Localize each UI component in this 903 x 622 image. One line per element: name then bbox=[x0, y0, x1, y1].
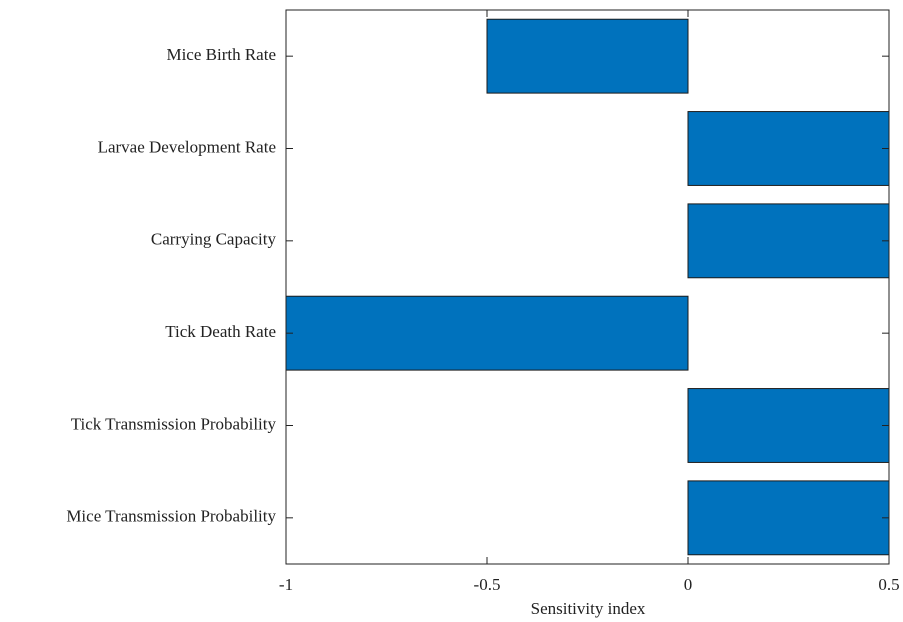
bar bbox=[486, 18, 689, 94]
x-axis-title: Sensitivity index bbox=[531, 599, 646, 618]
y-tick-label: Mice Transmission Probability bbox=[66, 507, 276, 526]
y-axis: Mice Birth Rate Larvae Development Rate Ca… bbox=[66, 45, 889, 526]
x-tick-label: 0 bbox=[684, 575, 693, 594]
x-tick-label: -0.5 bbox=[474, 575, 501, 594]
bar bbox=[285, 295, 689, 371]
y-tick-label: Carrying Capacity bbox=[151, 230, 277, 249]
bar bbox=[687, 388, 890, 463]
bar bbox=[687, 111, 890, 186]
bar bbox=[687, 480, 890, 556]
x-tick-label: 0.5 bbox=[878, 575, 899, 594]
plot-frame bbox=[285, 9, 890, 565]
x-axis: -1 -0.5 0 0.5 bbox=[279, 10, 900, 594]
y-tick-label: Larvae Development Rate bbox=[98, 137, 276, 156]
x-tick-label: -1 bbox=[279, 575, 293, 594]
bars bbox=[285, 18, 890, 556]
y-tick-label: Tick Death Rate bbox=[165, 322, 276, 341]
bar bbox=[687, 203, 890, 279]
y-tick-label: Mice Birth Rate bbox=[166, 45, 276, 64]
y-tick-label: Tick Transmission Probability bbox=[71, 414, 277, 433]
